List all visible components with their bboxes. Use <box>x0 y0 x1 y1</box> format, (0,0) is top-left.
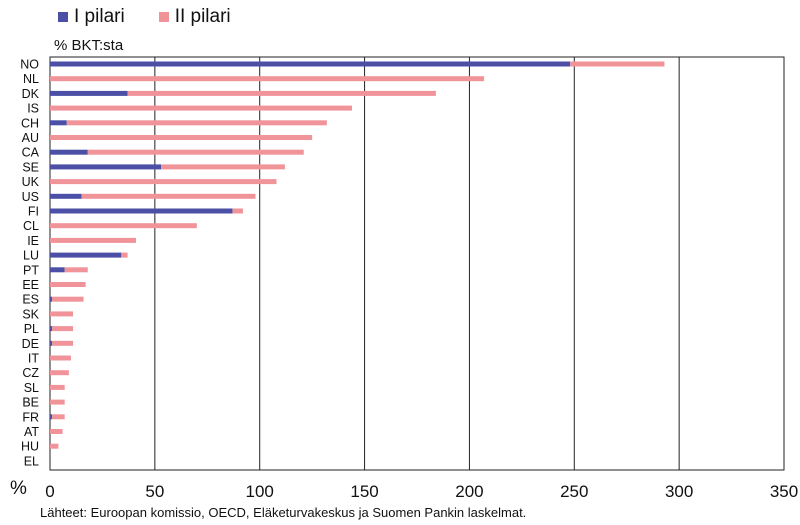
bar-nl-series-2 <box>50 76 485 82</box>
legend: I pilari II pilari <box>58 6 231 28</box>
y-tick-label-uk: UK <box>22 175 40 189</box>
bar-dk-series-1 <box>50 90 128 96</box>
x-axis-symbol: % <box>10 478 27 499</box>
y-tick-label-cl: CL <box>23 219 39 233</box>
bar-de-series-1 <box>50 340 53 346</box>
y-tick-label-us: US <box>22 190 39 204</box>
y-tick-label-be: BE <box>22 396 39 410</box>
source-note: Lähteet: Euroopan komissio, OECD, Eläket… <box>40 505 527 520</box>
legend-swatch-series-2 <box>158 12 169 22</box>
bar-ca-series-2 <box>87 149 304 155</box>
legend-item-series-1: I pilari <box>58 6 125 28</box>
bar-no-series-2 <box>570 61 665 67</box>
y-tick-label-se: SE <box>22 160 39 174</box>
bar-no-series-1 <box>50 61 571 67</box>
bar-uk-series-2 <box>50 179 277 185</box>
y-tick-label-sl: SL <box>24 381 39 395</box>
legend-swatch-series-1 <box>58 12 68 22</box>
bar-dk-series-2 <box>127 90 436 96</box>
legend-label-series-2: II pilari <box>174 6 231 27</box>
y-tick-label-nl: NL <box>23 72 39 86</box>
legend-label-series-1: I pilari <box>74 6 125 27</box>
bar-fr-series-1 <box>50 414 53 420</box>
y-tick-label-lu: LU <box>23 249 39 263</box>
x-tick-label-200: 200 <box>455 482 483 501</box>
y-tick-label-is: IS <box>27 102 39 116</box>
bar-es-series-1 <box>50 296 53 302</box>
bar-ch-series-1 <box>50 120 67 126</box>
y-tick-label-de: DE <box>22 337 39 351</box>
bar-hu-series-2 <box>50 443 59 449</box>
bar-ie-series-2 <box>50 237 136 243</box>
y-tick-label-pl: PL <box>24 322 39 336</box>
y-tick-label-it: IT <box>28 352 39 366</box>
bar-pl-series-1 <box>50 326 53 332</box>
bar-fr-series-2 <box>52 414 65 420</box>
y-tick-label-fr: FR <box>22 410 39 424</box>
y-tick-label-el: EL <box>24 454 39 468</box>
y-tick-label-hu: HU <box>21 440 39 454</box>
bar-sk-series-2 <box>50 311 74 317</box>
bar-es-series-2 <box>52 296 84 302</box>
x-tick-label-150: 150 <box>350 482 378 501</box>
bar-au-series-2 <box>50 135 313 140</box>
bar-us-series-2 <box>81 193 256 199</box>
y-tick-label-ee: EE <box>22 278 39 292</box>
y-tick-label-au: AU <box>22 131 39 145</box>
bar-cl-series-2 <box>50 223 197 229</box>
y-tick-label-ca: CA <box>22 146 40 160</box>
x-tick-label-0: 0 <box>45 482 54 501</box>
x-tick-label-350: 350 <box>770 482 798 501</box>
x-tick-label-50: 50 <box>145 482 164 501</box>
bar-us-series-1 <box>50 193 82 199</box>
bar-sl-series-2 <box>50 384 65 390</box>
bar-ca-series-1 <box>50 149 88 155</box>
y-tick-label-fi: FI <box>28 205 39 219</box>
bar-it-series-2 <box>50 355 71 361</box>
bar-at-series-2 <box>50 429 63 434</box>
y-tick-label-cz: CZ <box>22 366 39 380</box>
plot-frame <box>49 56 785 471</box>
bar-pt-series-1 <box>50 267 65 273</box>
bar-fi-series-1 <box>50 208 233 214</box>
x-tick-label-250: 250 <box>560 482 588 501</box>
bar-pt-series-2 <box>64 267 88 273</box>
bar-se-series-2 <box>161 164 285 170</box>
y-tick-label-dk: DK <box>22 87 40 101</box>
y-tick-label-ch: CH <box>21 116 39 130</box>
y-tick-label-es: ES <box>22 293 39 307</box>
y-tick-label-at: AT <box>24 425 39 439</box>
bar-fi-series-2 <box>232 208 243 214</box>
bar-ee-series-2 <box>50 282 86 287</box>
bar-is-series-2 <box>50 105 352 111</box>
bar-de-series-2 <box>52 340 74 346</box>
bar-cz-series-2 <box>50 370 69 376</box>
bar-lu-series-2 <box>121 252 128 258</box>
y-tick-label-sk: SK <box>22 307 39 321</box>
legend-item-series-2: II pilari <box>158 6 231 28</box>
bar-be-series-2 <box>50 399 65 405</box>
bar-pl-series-2 <box>52 326 74 332</box>
bar-ch-series-2 <box>66 120 327 126</box>
y-tick-label-no: NO <box>20 58 39 72</box>
x-tick-label-100: 100 <box>246 482 274 501</box>
y-tick-label-ie: IE <box>27 234 39 248</box>
y-tick-label-pt: PT <box>23 263 39 277</box>
bar-se-series-1 <box>50 164 162 170</box>
bar-lu-series-1 <box>50 252 122 258</box>
unit-label: % BKT:sta <box>54 37 124 54</box>
x-tick-label-300: 300 <box>665 482 693 501</box>
